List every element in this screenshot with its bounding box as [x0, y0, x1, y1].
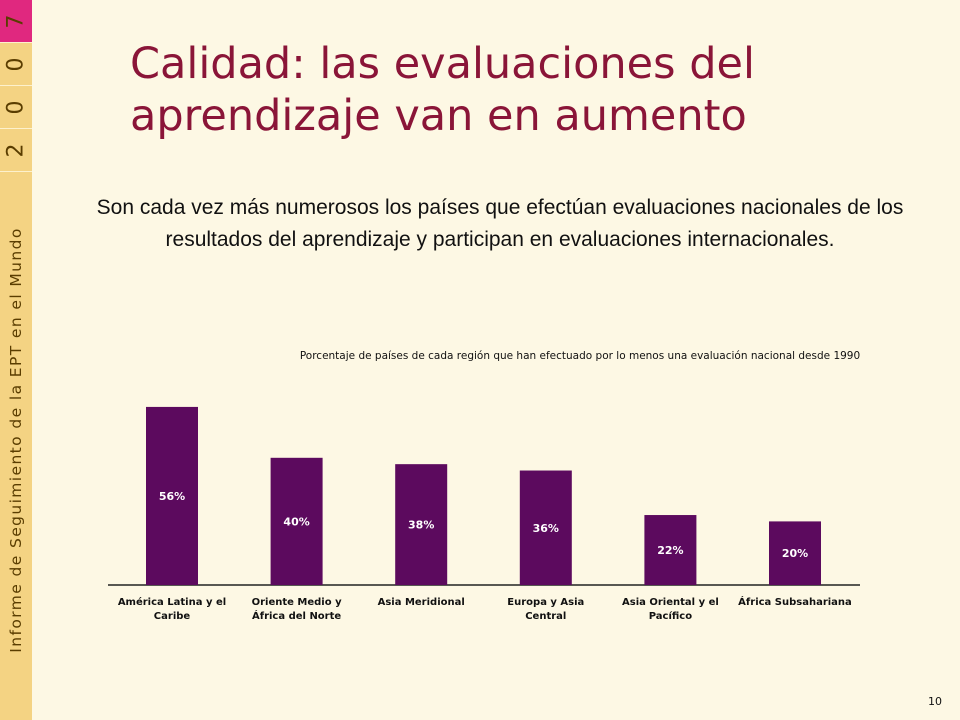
data-label: 38%	[408, 519, 434, 532]
category-label: Asia Oriental y el	[622, 597, 719, 608]
sidebar: 7 0 0 2 Informe de Seguimiento de la EPT…	[0, 0, 32, 720]
page-number: 10	[928, 695, 942, 708]
bar	[769, 521, 821, 585]
chart-title: Porcentaje de países de cada región que …	[299, 350, 861, 362]
category-label: Oriente Medio y	[252, 597, 342, 608]
category-label: Caribe	[154, 611, 191, 622]
data-label: 20%	[782, 547, 808, 560]
category-label: Asia Meridional	[378, 597, 465, 608]
slide-subtitle: Son cada vez más numerosos los países qu…	[96, 196, 904, 251]
data-label: 56%	[159, 490, 185, 503]
year-digit: 2	[0, 129, 32, 172]
bar	[146, 406, 198, 585]
bar	[519, 470, 572, 585]
bar	[644, 515, 697, 585]
data-label: 40%	[283, 515, 309, 528]
year-digit: 7	[0, 0, 32, 43]
data-label: 22%	[657, 544, 683, 557]
bar	[270, 457, 323, 585]
year-box: 7 0 0 2	[0, 0, 32, 172]
bar	[395, 464, 448, 585]
data-label: 36%	[533, 522, 559, 535]
category-label: África Subsahariana	[738, 595, 852, 608]
category-label: Pacífico	[649, 610, 693, 622]
category-label: Europa y Asia	[507, 597, 584, 608]
slide-title: Calidad: las evaluaciones del aprendizaj…	[130, 39, 755, 141]
category-label: África del Norte	[252, 609, 341, 622]
category-label: Central	[525, 611, 566, 622]
category-label: América Latina y el	[118, 596, 226, 608]
year-digit: 0	[0, 43, 32, 86]
year-digit: 0	[0, 86, 32, 129]
